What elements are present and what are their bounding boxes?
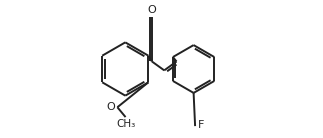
Text: F: F <box>198 120 204 130</box>
Text: O: O <box>147 5 156 15</box>
Text: O: O <box>107 102 115 112</box>
Text: CH₃: CH₃ <box>117 119 136 129</box>
